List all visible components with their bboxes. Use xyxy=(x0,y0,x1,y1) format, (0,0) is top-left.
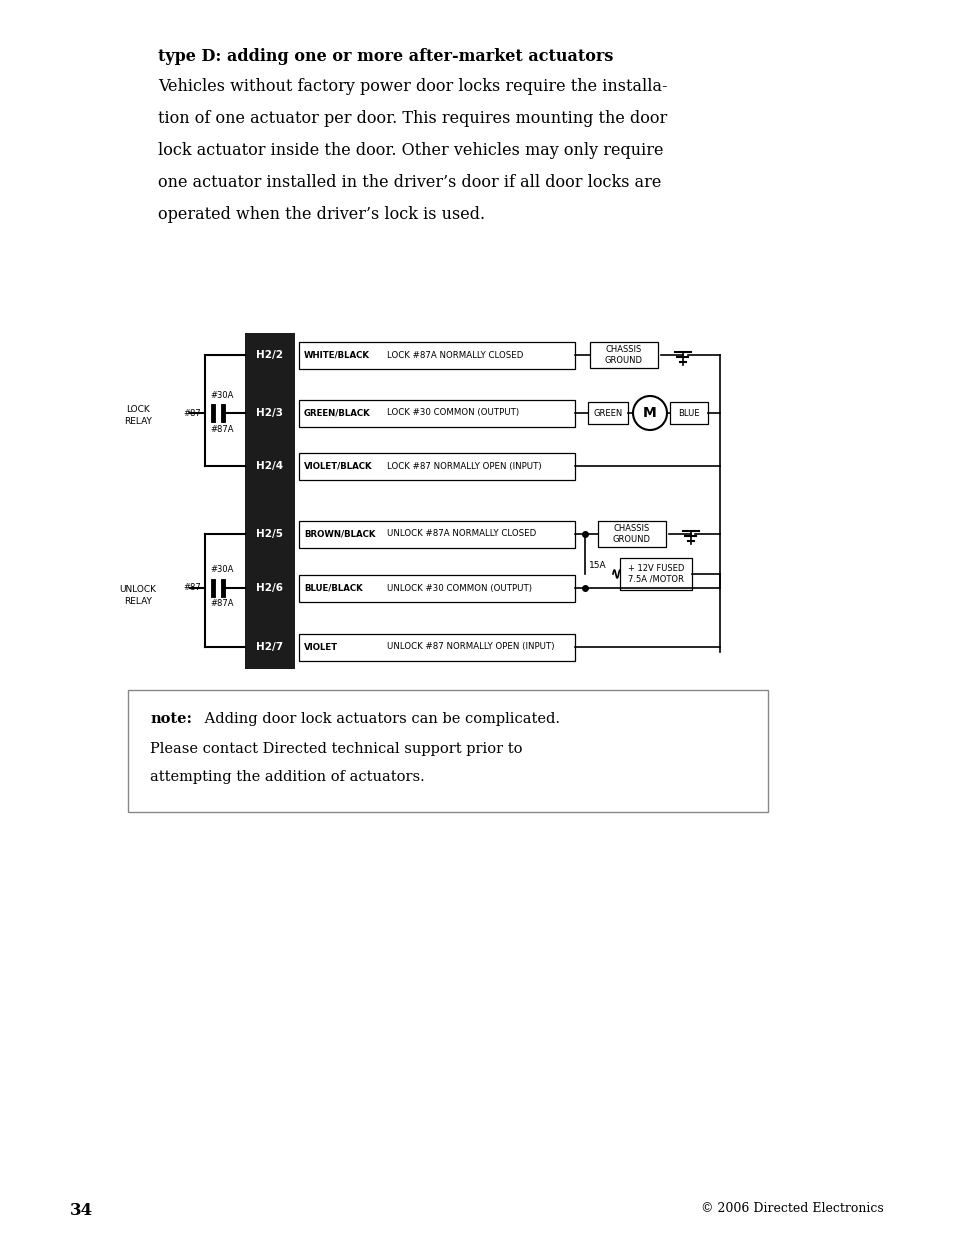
Text: Vehicles without factory power door locks require the installa-: Vehicles without factory power door lock… xyxy=(158,78,667,95)
Text: GREEN: GREEN xyxy=(593,409,622,417)
FancyBboxPatch shape xyxy=(619,558,691,590)
Text: BROWN/BLACK: BROWN/BLACK xyxy=(304,530,375,538)
Text: BLUE: BLUE xyxy=(678,409,699,417)
Text: CHASSIS
GROUND: CHASSIS GROUND xyxy=(613,525,650,543)
Text: #87: #87 xyxy=(183,409,200,417)
Text: #87: #87 xyxy=(183,583,200,593)
Text: one actuator installed in the driver’s door if all door locks are: one actuator installed in the driver’s d… xyxy=(158,174,660,191)
FancyBboxPatch shape xyxy=(128,690,767,811)
FancyBboxPatch shape xyxy=(598,521,665,547)
Text: UNLOCK #30 COMMON (OUTPUT): UNLOCK #30 COMMON (OUTPUT) xyxy=(387,583,532,593)
Text: H2/5: H2/5 xyxy=(256,529,283,538)
Text: LOCK #30 COMMON (OUTPUT): LOCK #30 COMMON (OUTPUT) xyxy=(387,409,518,417)
Bar xyxy=(245,333,294,669)
FancyBboxPatch shape xyxy=(589,342,658,368)
FancyBboxPatch shape xyxy=(298,342,575,368)
Text: lock actuator inside the door. Other vehicles may only require: lock actuator inside the door. Other veh… xyxy=(158,142,662,159)
FancyBboxPatch shape xyxy=(587,403,627,424)
Text: + 12V FUSED
7.5A /MOTOR: + 12V FUSED 7.5A /MOTOR xyxy=(627,564,683,584)
Text: LOCK #87 NORMALLY OPEN (INPUT): LOCK #87 NORMALLY OPEN (INPUT) xyxy=(387,462,541,471)
FancyBboxPatch shape xyxy=(298,634,575,661)
Text: tion of one actuator per door. This requires mounting the door: tion of one actuator per door. This requ… xyxy=(158,110,666,127)
Text: #87A: #87A xyxy=(210,599,233,609)
FancyBboxPatch shape xyxy=(298,399,575,426)
Text: CHASSIS
GROUND: CHASSIS GROUND xyxy=(604,346,642,364)
Text: GREEN/BLACK: GREEN/BLACK xyxy=(304,409,371,417)
FancyBboxPatch shape xyxy=(669,403,707,424)
FancyBboxPatch shape xyxy=(298,520,575,547)
Text: #30A: #30A xyxy=(210,390,233,399)
FancyBboxPatch shape xyxy=(298,452,575,479)
Text: H2/3: H2/3 xyxy=(256,408,283,417)
Text: Adding door lock actuators can be complicated.: Adding door lock actuators can be compli… xyxy=(200,713,559,726)
Text: H2/4: H2/4 xyxy=(256,461,283,471)
Text: #87A: #87A xyxy=(210,425,233,433)
Text: note:: note: xyxy=(150,713,192,726)
Text: operated when the driver’s lock is used.: operated when the driver’s lock is used. xyxy=(158,206,485,224)
Text: VIOLET/BLACK: VIOLET/BLACK xyxy=(304,462,373,471)
Text: © 2006 Directed Electronics: © 2006 Directed Electronics xyxy=(700,1202,883,1215)
Text: UNLOCK #87 NORMALLY OPEN (INPUT): UNLOCK #87 NORMALLY OPEN (INPUT) xyxy=(387,642,554,652)
Text: 15A: 15A xyxy=(588,562,606,571)
Text: LOCK
RELAY: LOCK RELAY xyxy=(124,405,152,426)
Text: VIOLET: VIOLET xyxy=(304,642,337,652)
FancyBboxPatch shape xyxy=(298,574,575,601)
Text: BLUE/BLACK: BLUE/BLACK xyxy=(304,583,362,593)
Text: #30A: #30A xyxy=(210,566,233,574)
Text: UNLOCK
RELAY: UNLOCK RELAY xyxy=(119,585,156,605)
Text: WHITE/BLACK: WHITE/BLACK xyxy=(304,351,370,359)
Text: 34: 34 xyxy=(70,1202,93,1219)
Text: H2/2: H2/2 xyxy=(256,350,283,359)
Text: LOCK #87A NORMALLY CLOSED: LOCK #87A NORMALLY CLOSED xyxy=(387,351,523,359)
Text: H2/6: H2/6 xyxy=(256,583,283,593)
Text: type D: adding one or more after-market actuators: type D: adding one or more after-market … xyxy=(158,48,613,65)
Text: UNLOCK #87A NORMALLY CLOSED: UNLOCK #87A NORMALLY CLOSED xyxy=(387,530,536,538)
Text: M: M xyxy=(642,406,657,420)
Text: H2/7: H2/7 xyxy=(256,642,283,652)
Text: attempting the addition of actuators.: attempting the addition of actuators. xyxy=(150,769,424,784)
Text: Please contact Directed technical support prior to: Please contact Directed technical suppor… xyxy=(150,742,522,756)
